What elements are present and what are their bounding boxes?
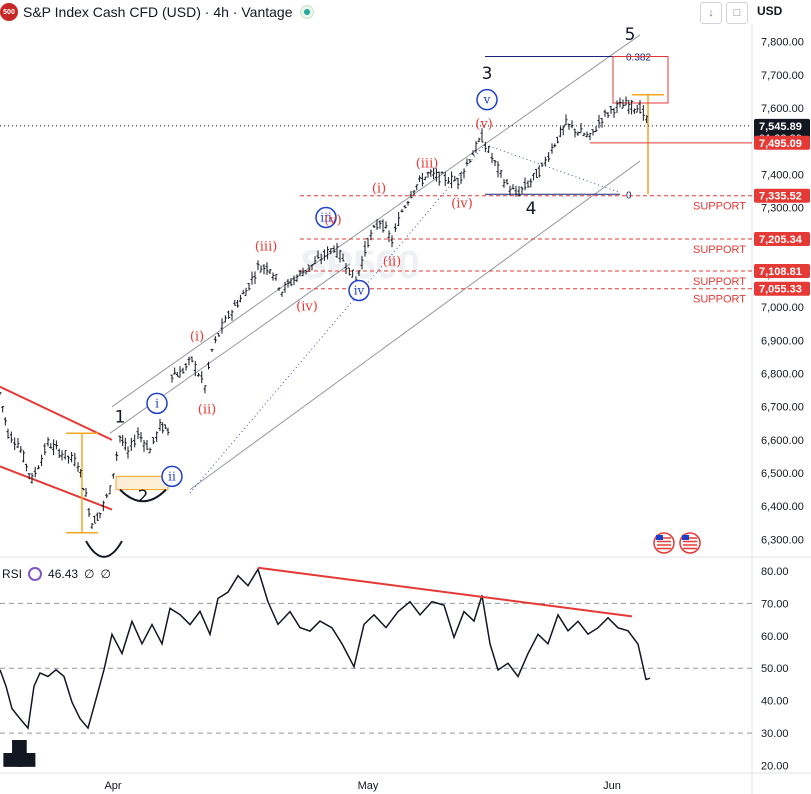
wave2-arc [119,488,167,503]
price-tag-bg [754,231,810,246]
scroll-down-button[interactable]: ↓ [700,2,722,24]
wave-circle [348,279,370,302]
wave-label-minor: (ii) [383,255,401,270]
wave-label-circled: v [483,93,491,107]
rsi-header: RSI 46.43 ∅ ∅ [2,567,111,581]
price-tick-label: 7,000.00 [761,302,804,314]
wave-label-major: 2 [138,487,149,507]
support-label: SUPPORT [693,294,746,306]
price-tick-label: 7,600.00 [761,103,804,115]
price-tag-bg [754,263,810,278]
wedge-upper-line [0,385,113,441]
price-tick-label: 6,300.00 [761,534,804,546]
price-tag-label: 7,545.89 [759,121,802,133]
price-tick-label: 7,300.00 [761,203,804,215]
price-tag-label: 7,108.81 [759,266,802,278]
rsi-pane [0,558,752,772]
price-tick-label: 6,500.00 [761,468,804,480]
wave-circle [476,88,498,111]
rsi-option-2: ∅ [100,567,111,581]
wave-label-major: 3 [482,64,493,84]
wave-label-circled: iv [354,284,365,298]
channel-line [111,34,641,408]
time-tick-label: Jun [603,780,621,792]
ohlc-series [0,96,649,529]
wave-label-major: 5 [625,25,636,45]
price-pane [0,25,752,556]
wave-label-circled: ii [168,469,176,483]
price-tick-label: 6,600.00 [761,435,804,447]
chart-title[interactable]: S&P Index Cash CFD (USD) · 4h · Vantage [23,4,293,20]
price-tag-bg [754,188,810,203]
currency-label[interactable]: USD [757,4,783,18]
wave-label-minor: (iv) [296,299,318,314]
wave-circle [146,392,168,415]
rsi-tick-label: 80.00 [761,566,789,578]
wave-label-minor: (iii) [416,157,439,172]
time-tick-label: Apr [104,780,121,792]
rsi-tick-label: 20.00 [761,761,789,773]
price-tick-label: 7,400.00 [761,169,804,181]
fib-top-label: 0.382 [626,53,651,64]
wave-label-minor: (i) [372,182,386,197]
price-tag-label: 7,495.09 [759,138,802,150]
rsi-tick-label: 60.00 [761,631,789,643]
rsi-divergence-line [257,566,633,618]
support-label: SUPPORT [693,276,746,288]
wave-circle [315,206,337,229]
price-tick-label: 7,700.00 [761,70,804,82]
bottom-arc [85,540,123,558]
price-tag-bg [754,135,810,150]
wave-label-minor: (ii) [198,402,216,417]
wave-label-minor: (i) [190,329,204,344]
dotted-trendline [189,144,486,494]
price-tag-label: 7,335.52 [759,191,802,203]
wave-label-minor: (v) [324,213,342,228]
rsi-line [0,567,651,730]
symbol-logo[interactable]: 500 [0,3,18,21]
market-open-icon [300,5,315,19]
wave-label-circled: i [155,396,159,410]
support-label: SUPPORT [693,201,746,213]
price-tick-label: 7,800.00 [761,37,804,49]
rsi-label[interactable]: RSI [2,567,23,581]
wedge-lower-line [0,465,113,511]
maximize-button[interactable]: □ [726,2,748,24]
wave-label-circled: iii [320,210,332,224]
price-tick-label: 6,800.00 [761,368,804,380]
wave-circle [161,465,183,488]
wave-label-major: 1 [115,408,126,428]
time-tick-label: May [358,780,379,792]
channel-line [189,160,641,491]
price-tag-label: 7,055.33 [759,284,802,296]
support-label: SUPPORT [693,244,746,256]
flag-canton [656,535,663,540]
rsi-tick-label: 30.00 [761,728,789,740]
price-tick-label: 6,400.00 [761,501,804,513]
tradingview-logo-icon[interactable]: ▟▙ [4,741,35,766]
wave-label-minor: (iii) [255,240,278,255]
price-tick-label: 6,700.00 [761,402,804,414]
wave-label-major: 4 [526,199,537,219]
flag-canton [682,535,689,540]
price-tag-bg [754,281,810,296]
rsi-settings-icon[interactable] [28,567,43,581]
wave-label-minor: (iv) [451,197,473,212]
rsi-tick-label: 70.00 [761,598,789,610]
rsi-tick-label: 40.00 [761,696,789,708]
price-tag-label: 7,205.34 [759,234,803,246]
rsi-value: 46.43 [48,567,79,581]
rsi-tick-label: 50.00 [761,663,789,675]
watermark: SP500 [300,243,420,287]
price-tick-label: 6,900.00 [761,335,804,347]
chart-header: 500 S&P Index Cash CFD (USD) · 4h · Vant… [0,0,315,24]
rsi-option-1: ∅ [84,567,95,581]
wave-label-minor: (v) [475,117,493,132]
